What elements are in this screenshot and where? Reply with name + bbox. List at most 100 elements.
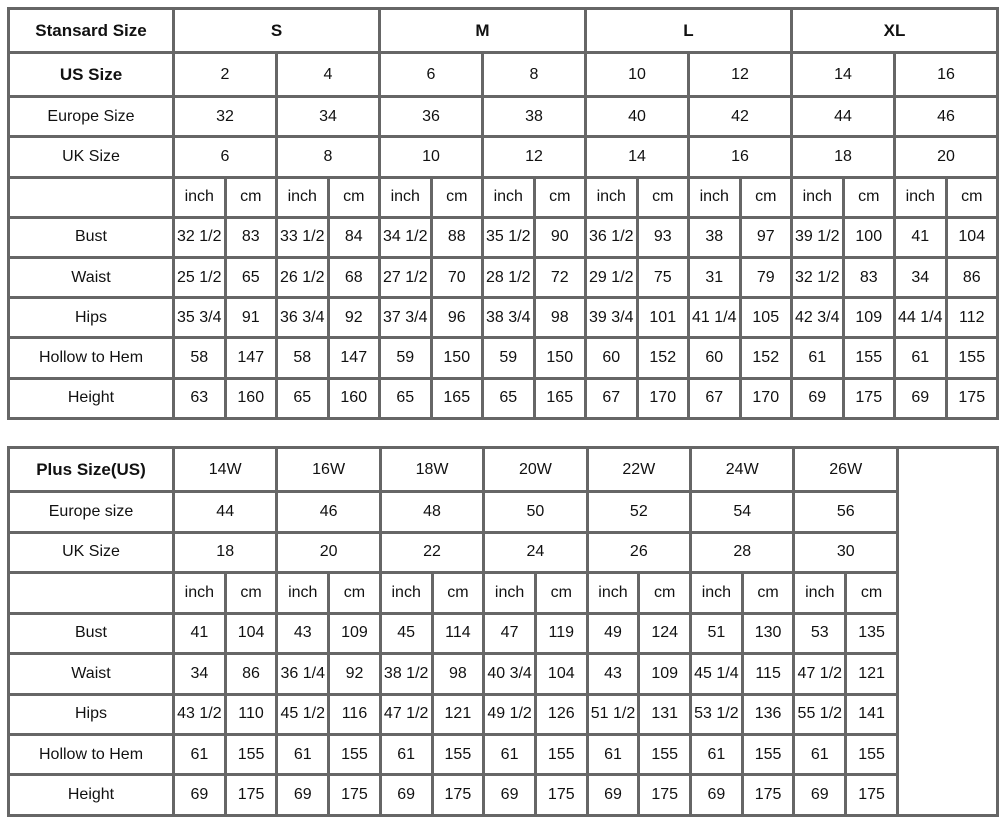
- measurement-value: 110: [223, 692, 279, 737]
- europe-size-value: 50: [482, 490, 589, 534]
- us-size-value: 10: [584, 51, 690, 99]
- measurement-value: 47: [482, 611, 537, 656]
- uk-size-value: 8: [275, 135, 381, 179]
- uk-size-value: 18: [790, 135, 896, 179]
- measurement-value: 75: [635, 255, 690, 300]
- measurement-value: 32 1/2: [172, 215, 227, 260]
- measurement-value: 38: [687, 215, 742, 260]
- size-group-s: S: [172, 6, 381, 55]
- blank-area: [896, 446, 999, 817]
- unit-inch: inch: [792, 571, 848, 615]
- measurement-value: 43: [585, 652, 641, 696]
- us-size-value: 2: [172, 51, 278, 99]
- measurement-value: 109: [327, 611, 382, 656]
- measurement-value: 49 1/2: [482, 692, 537, 737]
- measurement-value: 39 3/4: [584, 296, 639, 340]
- measurement-value: 36 1/4: [275, 652, 331, 696]
- unit-row: inch cm inch cm inch cm inch cm inch cm inch cm inch…: [7, 175, 999, 219]
- measurement-value: 29 1/2: [584, 255, 639, 300]
- unit-cm: cm: [635, 175, 690, 219]
- measurement-value: 104: [533, 652, 589, 696]
- europe-size-label: Europe size: [7, 490, 175, 534]
- unit-inch: inch: [585, 571, 641, 615]
- plus-size-value: 18W: [378, 445, 486, 494]
- measurement-value: 41 1/4: [687, 296, 742, 340]
- measurement-value: 121: [844, 652, 899, 696]
- measurement-value: 44 1/4: [893, 296, 948, 340]
- measurement-value: 43: [275, 611, 331, 656]
- measurement-value: 69: [275, 773, 331, 817]
- measurement-value: 36 3/4: [275, 296, 330, 340]
- unit-cm: cm: [738, 175, 793, 219]
- measurement-value: 98: [430, 652, 486, 696]
- unit-cm: cm: [429, 175, 484, 219]
- measurement-value: 105: [738, 296, 793, 340]
- us-size-value: 14: [790, 51, 896, 99]
- measurement-value: 136: [740, 692, 796, 737]
- measurement-value: 36 1/2: [584, 215, 639, 260]
- unit-cm: cm: [944, 175, 999, 219]
- measurement-value: 147: [326, 336, 381, 380]
- europe-size-value: 40: [584, 95, 690, 139]
- measurement-value: 39 1/2: [790, 215, 845, 260]
- measurement-value: 69: [689, 773, 744, 817]
- measurement-value: 135: [844, 611, 899, 656]
- measurement-value: 96: [429, 296, 484, 340]
- us-size-value: 12: [687, 51, 793, 99]
- uk-size-value: 12: [481, 135, 587, 179]
- measurement-value: 155: [841, 336, 896, 380]
- uk-size-value: 26: [585, 530, 693, 575]
- measurement-value: 31: [687, 255, 742, 300]
- measurement-value: 155: [223, 733, 279, 777]
- unit-inch: inch: [481, 175, 536, 219]
- uk-size-value: 30: [792, 530, 899, 575]
- europe-size-row: Europe Size 32 34 36 38 40 42 44 46: [7, 95, 999, 139]
- measurement-row: Waist 34 86 36 1/4 92 38 1/2 98 40 3/4 104 43 109 4…: [7, 652, 998, 696]
- uk-size-value: 10: [378, 135, 484, 179]
- header-row: Stansard Size S M L XL: [7, 6, 999, 55]
- measurement-value: 175: [327, 773, 382, 817]
- measurement-value: 58: [172, 336, 227, 380]
- measurement-value: 65: [223, 255, 278, 300]
- measurement-value: 61: [792, 733, 848, 777]
- measurement-value: 41: [172, 611, 227, 656]
- europe-size-value: 46: [275, 490, 382, 534]
- measurement-value: 69: [792, 773, 848, 817]
- measurement-value: 131: [637, 692, 693, 737]
- measurement-value: 65: [481, 376, 536, 421]
- header-label: Plus Size(US): [7, 445, 175, 494]
- measurement-value: 150: [429, 336, 484, 380]
- measurement-row: Hips 43 1/2 110 45 1/2 116 47 1/2 121 49 1/2 126…: [7, 692, 998, 737]
- measurement-value: 60: [584, 336, 639, 380]
- measurement-row: Waist 25 1/2 65 26 1/2 68 27 1/2 70 28 1/2 72 29 …: [7, 255, 999, 300]
- measurement-value: 155: [740, 733, 796, 777]
- measurement-label: Bust: [7, 611, 175, 656]
- europe-size-value: 44: [790, 95, 896, 139]
- measurement-row: Hollow to Hem 61 155 61 155 61 155 61 155 61 155 61…: [7, 733, 998, 777]
- measurement-value: 67: [687, 376, 742, 421]
- measurement-value: 53 1/2: [689, 692, 744, 737]
- size-group-l: L: [584, 6, 793, 55]
- measurement-value: 61: [790, 336, 845, 380]
- us-size-value: 4: [275, 51, 381, 99]
- measurement-value: 53: [792, 611, 848, 656]
- measurement-value: 114: [430, 611, 486, 656]
- europe-size-value: 44: [171, 490, 279, 534]
- measurement-value: 45: [378, 611, 434, 656]
- measurement-value: 152: [738, 336, 793, 380]
- measurement-value: 175: [944, 376, 999, 421]
- measurement-value: 155: [533, 733, 589, 777]
- measurement-value: 165: [429, 376, 484, 421]
- size-group-m: M: [378, 6, 587, 55]
- measurement-value: 26 1/2: [275, 255, 330, 300]
- measurement-value: 47 1/2: [792, 652, 848, 696]
- uk-size-value: 18: [171, 530, 279, 575]
- measurement-row: Height 63 160 65 160 65 165 65 165 67 170 67 170 69 17…: [7, 376, 999, 421]
- us-size-row: US Size 2 4 6 8 10 12 14 16: [7, 51, 999, 99]
- measurement-row: Bust 41 104 43 109 45 114 47 119 49 124 51 130 53 135: [7, 611, 998, 656]
- europe-size-value: 38: [481, 95, 587, 139]
- uk-size-label: UK Size: [7, 530, 175, 575]
- uk-size-row: UK Size 18 20 22 24 26 28 30: [7, 530, 998, 575]
- measurement-value: 121: [430, 692, 486, 737]
- europe-size-label: Europe Size: [7, 95, 175, 139]
